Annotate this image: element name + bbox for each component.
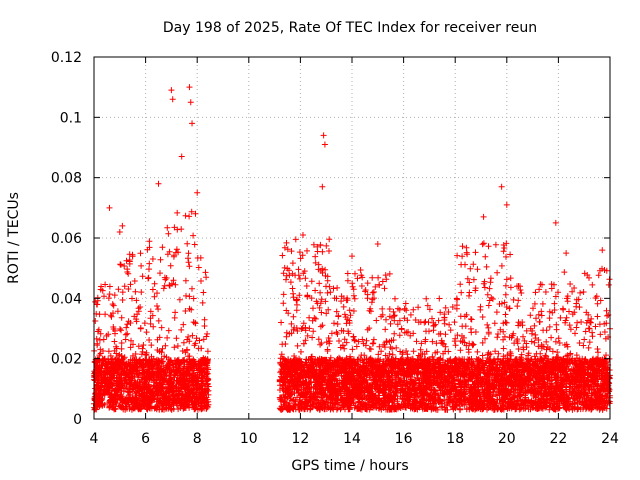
y-tick-label: 0.06 <box>51 231 82 247</box>
y-tick-label: 0.08 <box>51 171 82 187</box>
peak-point <box>168 87 175 94</box>
peak-point <box>599 247 606 254</box>
x-tick-label: 10 <box>240 431 258 447</box>
peak-point <box>563 250 570 257</box>
y-tick-label: 0.02 <box>51 352 82 368</box>
peak-point <box>319 183 326 190</box>
peak-point <box>374 241 381 248</box>
peak-point <box>349 253 355 260</box>
peak-point <box>189 120 196 127</box>
peak-point <box>503 201 510 208</box>
peak-point <box>169 96 176 103</box>
chart-title: Day 198 of 2025, Rate Of TEC Index for r… <box>163 20 537 36</box>
x-tick-label: 12 <box>291 431 309 447</box>
x-tick-label: 14 <box>343 431 361 447</box>
x-tick-label: 22 <box>549 431 567 447</box>
y-axis-label: ROTI / TECUs <box>6 192 22 284</box>
grid-lines <box>94 57 610 419</box>
peak-point <box>155 180 162 187</box>
peak-points <box>106 84 606 260</box>
x-tick-label: 18 <box>446 431 464 447</box>
y-tick-label: 0.12 <box>51 50 82 66</box>
x-tick-label: 8 <box>193 431 202 447</box>
peak-point <box>552 219 559 226</box>
peak-point <box>186 84 193 91</box>
y-tick-labels: 0 0.02 0.04 0.06 0.08 0.1 0.12 <box>51 50 82 428</box>
peak-point <box>187 99 194 106</box>
x-tick-label: 20 <box>498 431 516 447</box>
x-axis-label: GPS time / hours <box>291 458 408 474</box>
peak-point <box>116 228 123 235</box>
data-points <box>91 208 613 413</box>
peak-point <box>299 231 306 238</box>
x-tick-label: 16 <box>395 431 413 447</box>
peak-point <box>119 222 126 229</box>
peak-point <box>498 183 505 190</box>
axis-ticks <box>93 56 611 420</box>
peak-point <box>480 213 487 220</box>
peak-point <box>194 189 201 196</box>
peak-point <box>106 204 113 211</box>
peak-point <box>320 132 327 139</box>
x-tick-label: 24 <box>601 431 619 447</box>
y-tick-label: 0.04 <box>51 291 82 307</box>
x-tick-labels: 4 6 8 10 12 14 16 18 20 22 24 <box>90 431 619 447</box>
y-tick-label: 0 <box>73 412 82 428</box>
x-tick-label: 4 <box>90 431 99 447</box>
peak-point <box>178 153 185 160</box>
y-tick-label: 0.1 <box>60 110 82 126</box>
x-tick-label: 6 <box>141 431 150 447</box>
peak-point <box>321 141 328 148</box>
data-point-cloud <box>91 208 613 413</box>
